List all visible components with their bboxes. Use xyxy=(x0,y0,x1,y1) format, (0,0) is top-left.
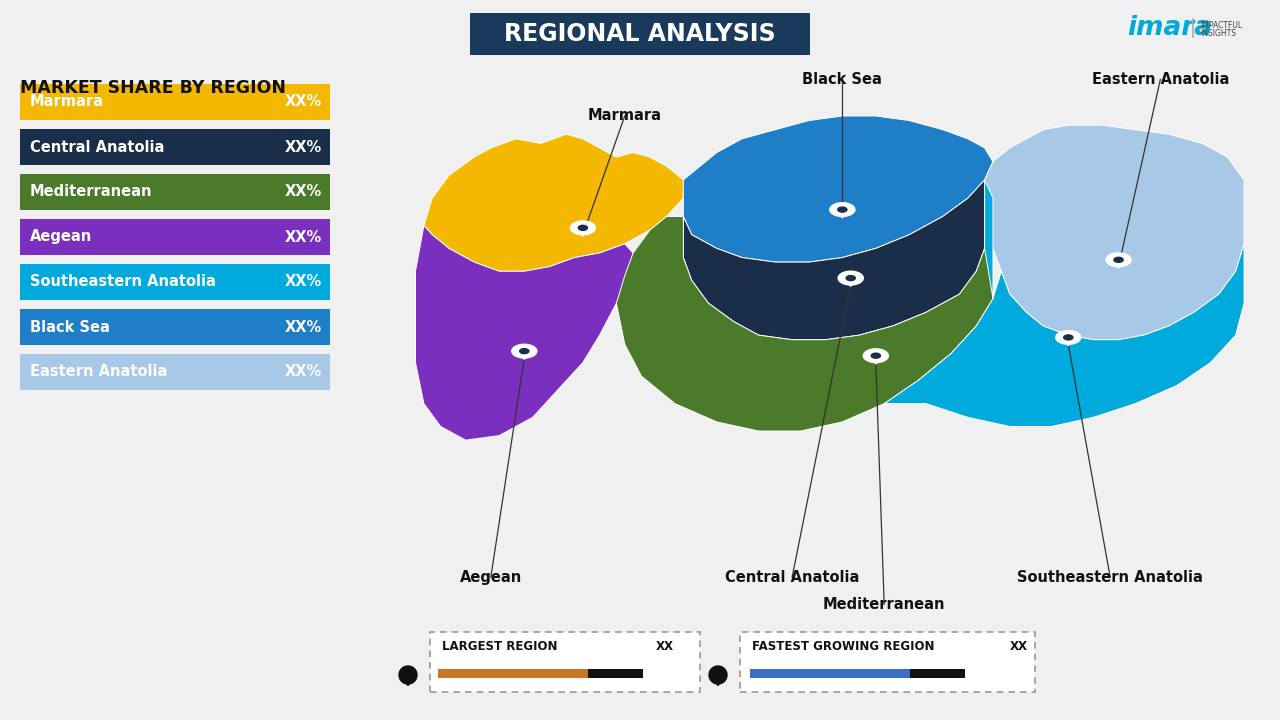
Text: XX: XX xyxy=(1010,641,1028,654)
Text: Marmara: Marmara xyxy=(588,109,662,124)
Text: Black Sea: Black Sea xyxy=(29,320,110,335)
Text: LARGEST REGION: LARGEST REGION xyxy=(442,641,558,654)
Bar xyxy=(470,13,810,55)
Polygon shape xyxy=(617,217,993,431)
Polygon shape xyxy=(1108,260,1129,268)
Text: Mediterranean: Mediterranean xyxy=(29,184,152,199)
Polygon shape xyxy=(520,348,529,354)
Bar xyxy=(588,669,643,678)
Polygon shape xyxy=(837,207,847,212)
Bar xyxy=(910,669,965,678)
Text: XX%: XX% xyxy=(284,94,323,109)
Polygon shape xyxy=(863,349,888,363)
Text: Eastern Anatolia: Eastern Anatolia xyxy=(29,364,168,379)
Polygon shape xyxy=(1064,335,1073,340)
Polygon shape xyxy=(872,354,881,359)
Text: INSIGHTS: INSIGHTS xyxy=(1201,29,1236,37)
Text: Black Sea: Black Sea xyxy=(803,72,882,87)
Polygon shape xyxy=(579,225,588,230)
Polygon shape xyxy=(1114,257,1123,262)
Text: XX%: XX% xyxy=(284,184,323,199)
Polygon shape xyxy=(401,675,416,685)
Polygon shape xyxy=(865,356,886,364)
Bar xyxy=(750,669,910,678)
Polygon shape xyxy=(846,276,855,281)
Text: Aegean: Aegean xyxy=(29,230,92,245)
Polygon shape xyxy=(424,134,684,271)
Bar xyxy=(20,219,330,255)
Polygon shape xyxy=(512,344,536,358)
Text: Aegean: Aegean xyxy=(460,570,522,585)
Text: Southeastern Anatolia: Southeastern Anatolia xyxy=(1018,570,1203,585)
Polygon shape xyxy=(513,351,535,359)
Text: XX%: XX% xyxy=(284,274,323,289)
Polygon shape xyxy=(710,675,726,685)
Bar xyxy=(20,309,330,345)
Text: XX: XX xyxy=(657,641,675,654)
Polygon shape xyxy=(684,116,993,262)
Text: Mediterranean: Mediterranean xyxy=(823,597,946,612)
Polygon shape xyxy=(1057,338,1079,346)
Bar xyxy=(430,632,700,692)
Text: Eastern Anatolia: Eastern Anatolia xyxy=(1092,72,1229,87)
Polygon shape xyxy=(829,203,855,217)
Polygon shape xyxy=(571,221,595,235)
Polygon shape xyxy=(1056,330,1080,344)
Polygon shape xyxy=(1106,253,1132,266)
Bar xyxy=(740,632,1036,692)
Polygon shape xyxy=(416,225,634,440)
Text: MARKET SHARE BY REGION: MARKET SHARE BY REGION xyxy=(20,79,285,97)
Bar xyxy=(20,174,330,210)
Text: REGIONAL ANALYSIS: REGIONAL ANALYSIS xyxy=(504,22,776,46)
Text: Central Anatolia: Central Anatolia xyxy=(29,140,164,155)
Text: FASTEST GROWING REGION: FASTEST GROWING REGION xyxy=(753,641,934,654)
Polygon shape xyxy=(709,666,727,684)
Text: XX%: XX% xyxy=(284,230,323,245)
Polygon shape xyxy=(840,278,861,286)
Bar xyxy=(20,129,330,165)
Text: Southeastern Anatolia: Southeastern Anatolia xyxy=(29,274,216,289)
Text: Central Anatolia: Central Anatolia xyxy=(724,570,859,585)
Text: XX%: XX% xyxy=(284,140,323,155)
Text: XX%: XX% xyxy=(284,320,323,335)
Bar xyxy=(20,84,330,120)
Text: imara: imara xyxy=(1128,15,1212,41)
Text: IMPACTFUL: IMPACTFUL xyxy=(1201,20,1242,30)
Bar xyxy=(438,669,588,678)
Text: Marmara: Marmara xyxy=(29,94,104,109)
Polygon shape xyxy=(884,180,1244,426)
Bar xyxy=(20,264,330,300)
Bar xyxy=(20,354,330,390)
Text: XX%: XX% xyxy=(284,364,323,379)
Polygon shape xyxy=(838,271,863,285)
Polygon shape xyxy=(984,125,1244,340)
Polygon shape xyxy=(684,180,984,340)
Polygon shape xyxy=(832,210,852,217)
Polygon shape xyxy=(399,666,417,684)
Polygon shape xyxy=(572,228,594,236)
